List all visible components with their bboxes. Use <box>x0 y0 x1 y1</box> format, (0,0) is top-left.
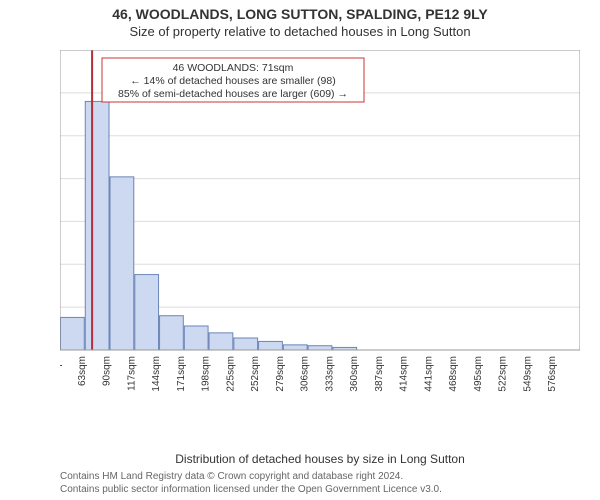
histogram-bar <box>234 338 258 350</box>
page-subtitle: Size of property relative to detached ho… <box>0 24 600 39</box>
histogram-bar <box>259 341 283 350</box>
histogram-bar <box>184 326 208 350</box>
x-tick-label: 144sqm <box>151 356 162 392</box>
x-tick-label: 549sqm <box>522 356 533 392</box>
x-tick-label: 36sqm <box>60 356 63 386</box>
x-tick-label: 171sqm <box>176 356 187 392</box>
x-tick-label: 576sqm <box>547 356 558 392</box>
histogram-chart: 05010015020025030035036sqm63sqm90sqm117s… <box>60 50 580 400</box>
footer-attribution: Contains HM Land Registry data © Crown c… <box>60 470 580 496</box>
histogram-bar <box>283 345 307 350</box>
footer-line-2: Contains public sector information licen… <box>60 483 580 496</box>
x-tick-label: 225sqm <box>225 356 236 392</box>
x-tick-label: 360sqm <box>349 356 360 392</box>
page-title: 46, WOODLANDS, LONG SUTTON, SPALDING, PE… <box>0 6 600 22</box>
x-tick-label: 468sqm <box>448 356 459 392</box>
histogram-bar <box>209 333 233 350</box>
x-tick-label: 90sqm <box>102 356 113 386</box>
x-axis-label: Distribution of detached houses by size … <box>60 452 580 466</box>
histogram-bar <box>85 101 109 350</box>
x-tick-label: 522sqm <box>498 356 509 392</box>
x-tick-label: 495sqm <box>473 356 484 392</box>
x-tick-label: 198sqm <box>201 356 212 392</box>
annotation-box: 46 WOODLANDS: 71sqm← 14% of detached hou… <box>102 58 364 102</box>
histogram-bar <box>135 275 159 350</box>
annotation-line-3: 85% of semi-detached houses are larger (… <box>118 88 348 100</box>
x-tick-label: 414sqm <box>399 356 410 392</box>
histogram-bar <box>110 177 134 350</box>
annotation-line-1: 46 WOODLANDS: 71sqm <box>173 62 294 74</box>
x-tick-label: 441sqm <box>423 356 434 392</box>
x-tick-label: 387sqm <box>374 356 385 392</box>
histogram-bar <box>308 346 332 350</box>
histogram-bar <box>160 316 184 350</box>
annotation-line-2: ← 14% of detached houses are smaller (98… <box>130 75 335 87</box>
footer-line-1: Contains HM Land Registry data © Crown c… <box>60 470 580 483</box>
x-tick-label: 333sqm <box>324 356 335 392</box>
x-tick-label: 279sqm <box>275 356 286 392</box>
histogram-bar <box>61 317 85 350</box>
x-tick-label: 63sqm <box>77 356 88 386</box>
x-tick-label: 306sqm <box>300 356 311 392</box>
x-tick-label: 117sqm <box>126 356 137 391</box>
x-tick-label: 252sqm <box>250 356 261 392</box>
